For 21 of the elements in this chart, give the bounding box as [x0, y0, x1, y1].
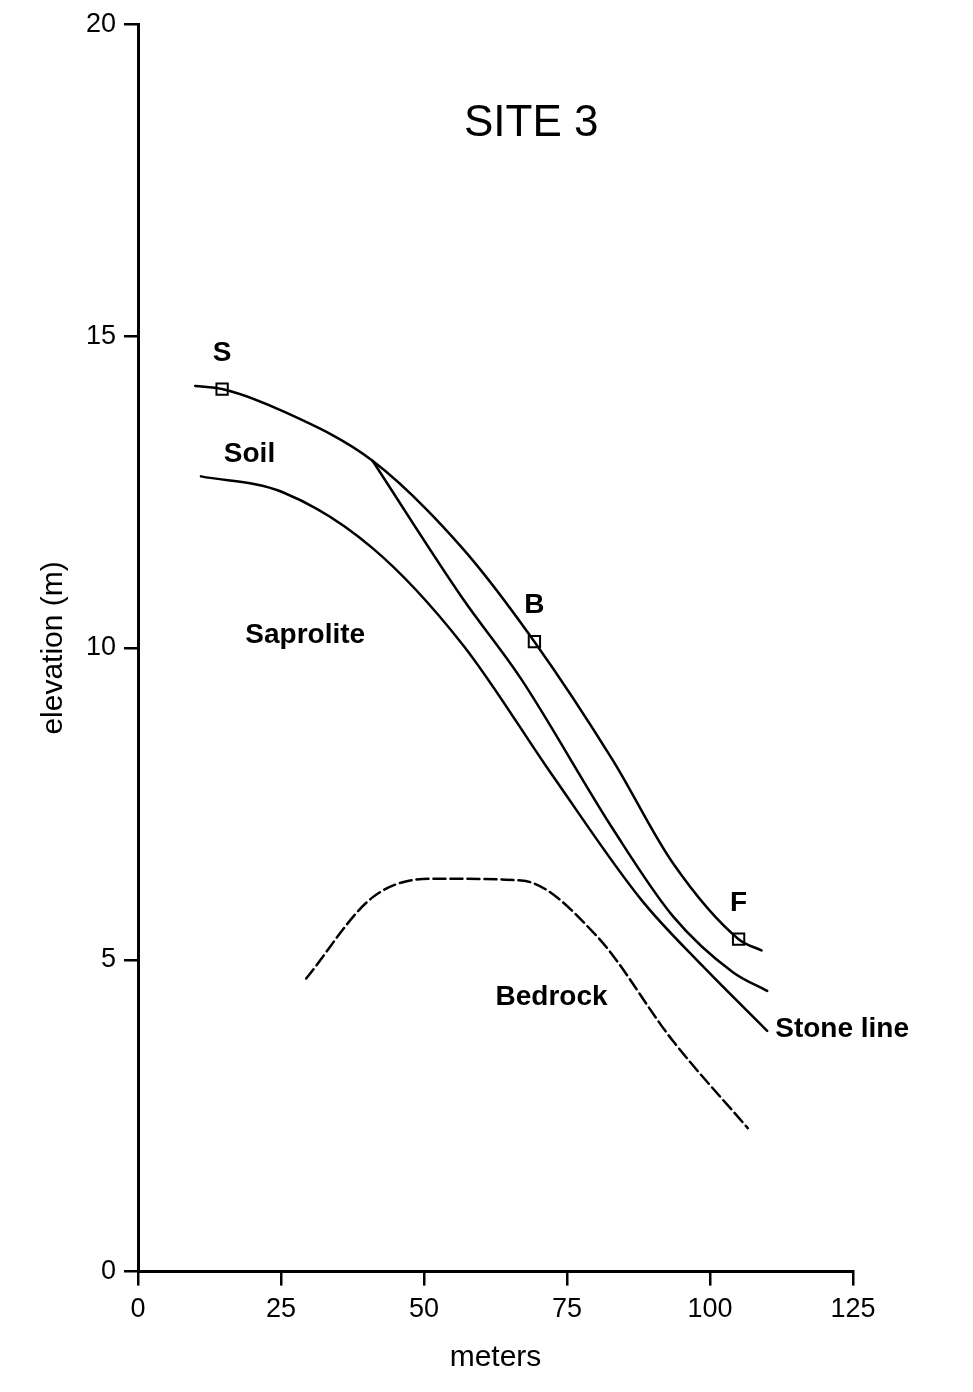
- x-tick-label: 75: [551, 1293, 583, 1324]
- x-axis-title: meters: [449, 1339, 542, 1373]
- y-tick-label: 0: [101, 1255, 117, 1286]
- annotation: S: [212, 335, 232, 367]
- y-tick-label: 10: [85, 631, 117, 662]
- y-tick-label: 15: [85, 319, 117, 350]
- annotation: B: [524, 588, 545, 620]
- x-tick-label: 0: [130, 1293, 146, 1324]
- x-tick-label: 125: [830, 1293, 876, 1324]
- y-tick-label: 20: [85, 7, 117, 38]
- annotation: F: [730, 885, 748, 917]
- annotation: Stone line: [775, 1011, 909, 1043]
- annotation: Saprolite: [245, 618, 366, 650]
- x-tick-label: 100: [687, 1293, 733, 1324]
- y-tick-label: 5: [101, 943, 117, 974]
- annotation: Soil: [223, 437, 276, 469]
- annotation: Bedrock: [495, 979, 608, 1011]
- text: SITE 3: [464, 96, 599, 146]
- x-tick-label: 25: [266, 1293, 297, 1324]
- y-axis-title: elevation (m): [35, 561, 69, 735]
- x-tick-label: 50: [409, 1293, 440, 1324]
